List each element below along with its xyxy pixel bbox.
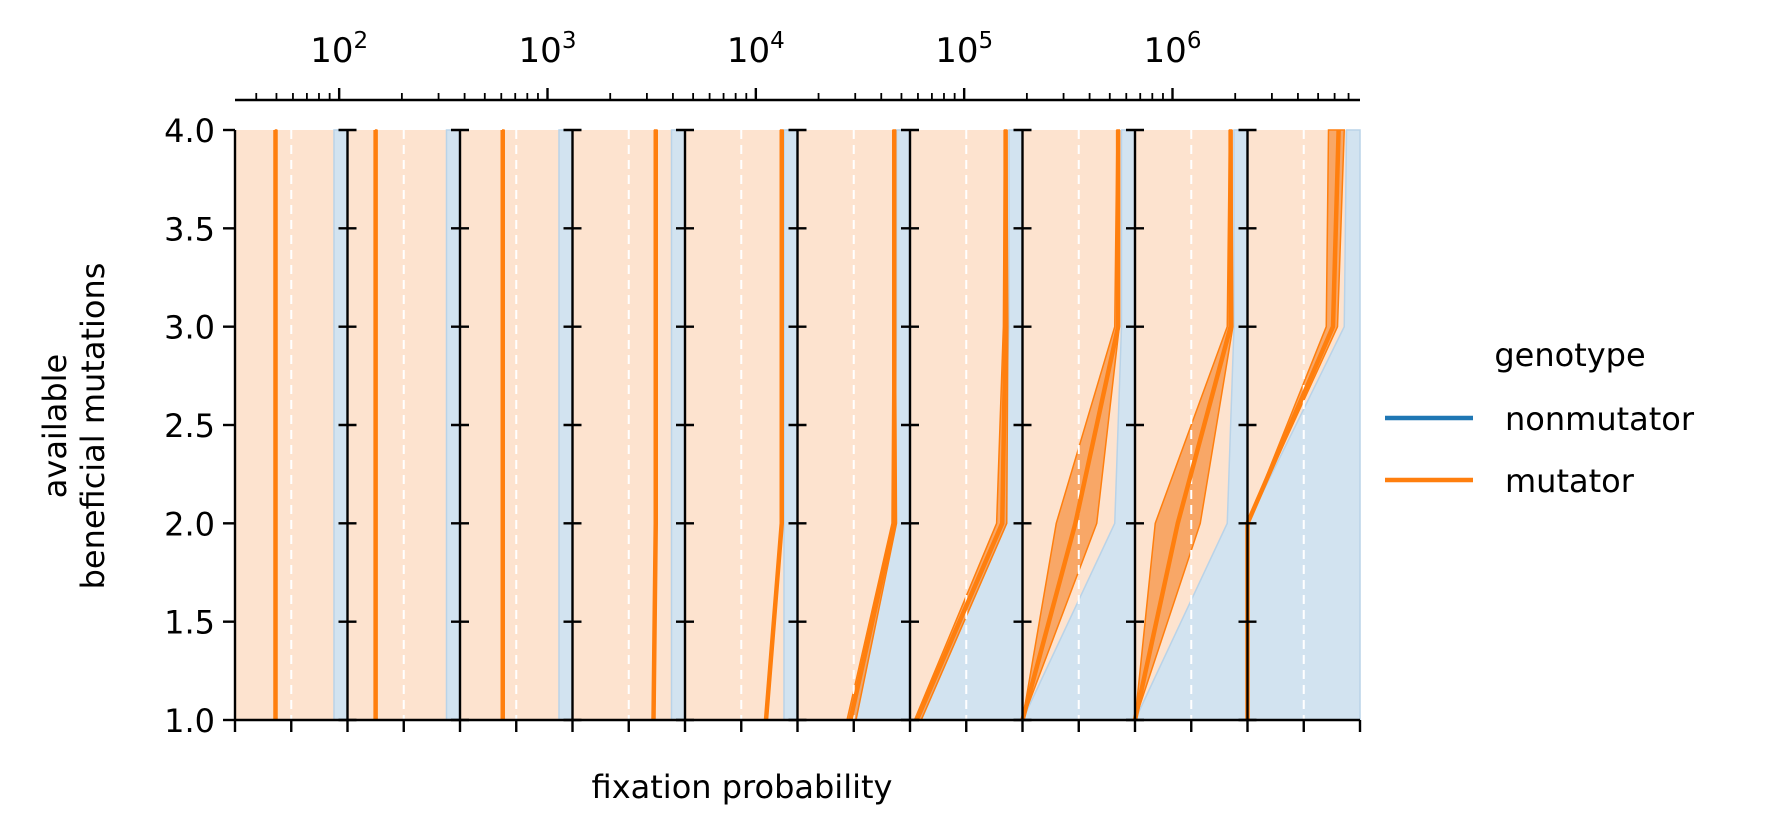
legend-label-mutator: mutator — [1505, 462, 1635, 500]
panel-8 — [1020, 129, 1136, 721]
top-axis: 102 103 104 105 106 — [235, 28, 1360, 102]
panel-7 — [910, 129, 1024, 721]
panel-3 — [460, 129, 574, 721]
top-tick-label: 103 — [519, 28, 577, 71]
panel-2 — [347, 129, 461, 721]
legend-label-nonmutator: nonmutator — [1505, 400, 1695, 438]
top-tick-label: 104 — [727, 28, 785, 71]
y-axis-label-line-1: available — [36, 354, 74, 498]
panel-6 — [797, 129, 911, 721]
x-axis-label: fixation probability — [592, 768, 893, 806]
legend: genotype nonmutator mutator — [1385, 336, 1695, 500]
panel-4-mutator-line — [651, 130, 658, 721]
y-tick-label: 1.0 — [164, 702, 215, 740]
top-tick-label: 106 — [1144, 28, 1202, 71]
y-tick-label: 3.5 — [164, 210, 215, 248]
panels-layer — [235, 129, 1361, 721]
top-tick-label: 102 — [310, 28, 368, 71]
y-axis-label: available beneficial mutations — [36, 263, 112, 590]
y-tick-label: 1.5 — [164, 604, 215, 642]
panel-6-mutator-line — [848, 130, 897, 721]
y-tick-label: 2.0 — [164, 505, 215, 543]
panel-4 — [572, 129, 686, 721]
y-axis-label-line-2: beneficial mutations — [74, 263, 112, 590]
top-tick-label: 105 — [935, 28, 993, 71]
y-tick-label: 4.0 — [164, 112, 215, 150]
panel-5 — [685, 129, 799, 721]
panel-1 — [235, 129, 349, 721]
panel-9-mutator-line — [1132, 130, 1233, 721]
axes-layer: 1.0 1.5 2.0 2.5 3.0 3.5 4.0 — [164, 112, 1362, 740]
panel-9 — [1132, 129, 1249, 721]
legend-title: genotype — [1494, 336, 1645, 374]
panel-7-mutator-line — [914, 130, 1008, 721]
panel-8-mutator-line — [1020, 130, 1121, 721]
panel-10 — [1245, 129, 1361, 721]
y-tick-label: 3.0 — [164, 309, 215, 347]
y-tick-label: 2.5 — [164, 407, 215, 445]
panel-5-mutator-line — [763, 130, 784, 721]
